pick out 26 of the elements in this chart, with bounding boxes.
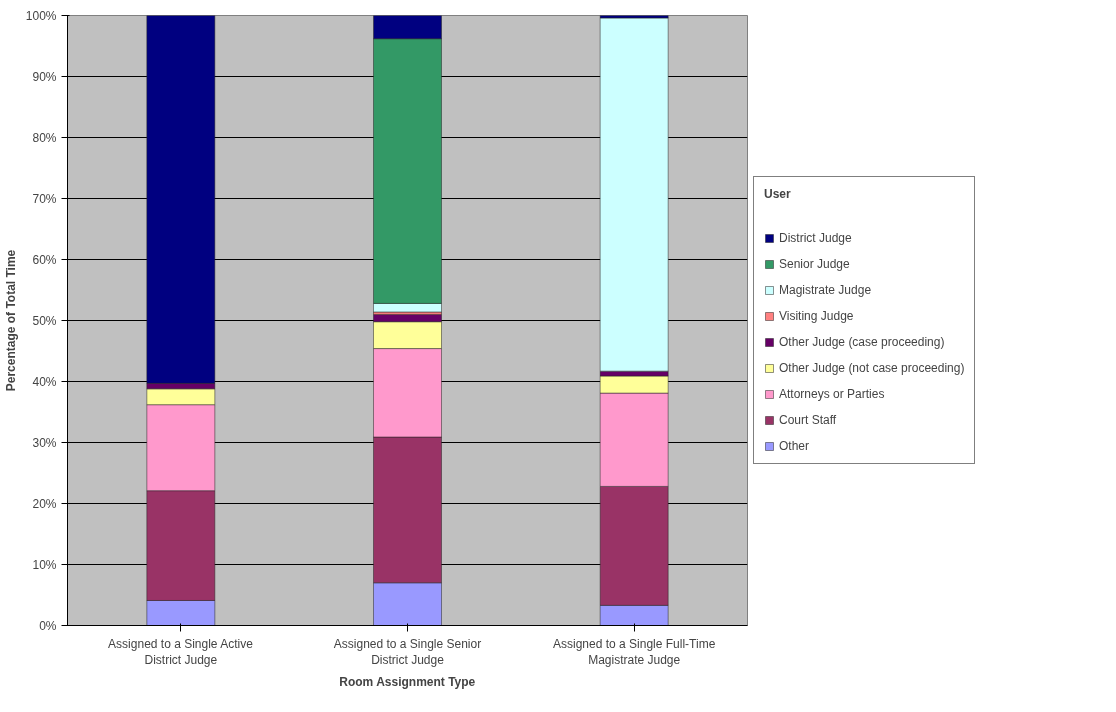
x-tick-label: Assigned to a Single Full-Time Magistrate Judge [553,636,716,668]
y-tick-label: 100% [25,8,57,23]
y-tick-label: 20% [32,496,57,511]
legend-label: Visiting Judge [779,309,854,323]
legend-label: Other Judge (not case proceeding) [779,361,965,375]
legend-title: User [764,187,792,201]
y-tick-label: 90% [32,69,57,84]
y-tick-label: 60% [32,252,57,267]
x-axis-title: Room Assignment Type [339,675,476,690]
legend-label: Other [779,439,810,453]
x-tick-label: Assigned to a Single Active District Judge [108,636,254,668]
y-axis-title: Percentage of Total Time [3,249,18,392]
legend-label: Court Staff [779,413,837,427]
legend-label: Senior Judge [779,257,850,271]
y-tick-label: 70% [32,191,57,206]
y-tick-label: 50% [32,313,57,328]
y-tick-label: 40% [32,374,57,389]
y-tick-label: 0% [39,618,57,633]
y-tick-label: 80% [32,130,57,145]
x-tick-label: Assigned to a Single Senior District Judge [333,636,482,668]
legend-label: Attorneys or Parties [779,387,885,401]
y-tick-label: 10% [32,557,57,572]
legend-label: District Judge [779,231,852,245]
legend-label: Magistrate Judge [779,283,872,297]
legend-label: Other Judge (case proceeding) [779,335,945,349]
y-tick-label: 30% [32,435,57,450]
